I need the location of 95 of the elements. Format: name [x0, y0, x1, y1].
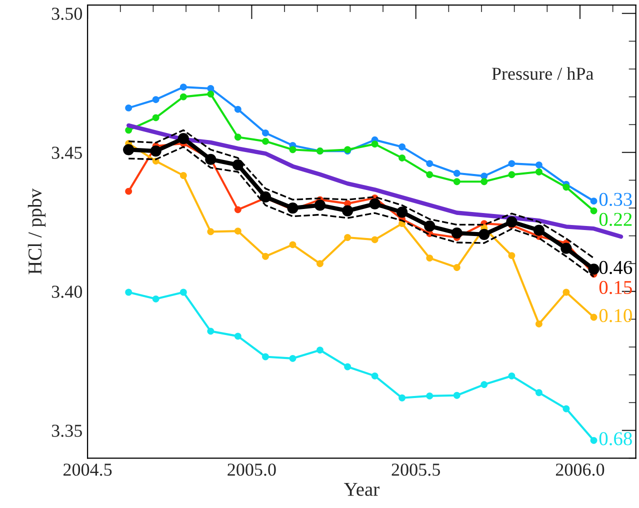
point: [535, 320, 542, 328]
point: [152, 96, 160, 104]
series-label: 0.15: [599, 280, 632, 294]
series-label: 0.10: [599, 309, 632, 322]
y-tick-label: 3.45: [52, 146, 82, 159]
series-label: 0.33: [599, 192, 632, 206]
point: [234, 206, 242, 214]
point: [180, 172, 187, 179]
point: [480, 178, 488, 186]
point: [535, 168, 542, 176]
point: [396, 206, 408, 218]
point: [369, 198, 380, 210]
point: [453, 392, 460, 399]
point: [344, 363, 352, 370]
point: [535, 389, 542, 396]
point: [533, 224, 545, 236]
point: [234, 228, 242, 235]
point: [207, 328, 214, 335]
point: [152, 295, 160, 302]
point: [424, 220, 436, 232]
x-axis-title: Year: [344, 482, 380, 496]
point: [562, 405, 570, 412]
point: [453, 170, 460, 177]
point: [262, 353, 269, 360]
y-axis-title: HCl / ppbv: [28, 188, 46, 274]
point: [508, 171, 516, 178]
point: [289, 354, 296, 362]
point: [453, 178, 460, 186]
point: [262, 138, 269, 145]
point: [123, 144, 134, 156]
point: [180, 288, 187, 296]
point: [342, 205, 354, 216]
x-tick-label: 2005.0: [228, 464, 276, 476]
point: [590, 198, 598, 205]
point: [453, 264, 460, 271]
point: [234, 106, 242, 113]
point: [426, 160, 434, 168]
point: [289, 241, 296, 248]
point: [262, 129, 269, 136]
point: [234, 134, 242, 141]
point: [590, 207, 598, 214]
series-label: 0.46: [599, 260, 632, 274]
point: [480, 381, 488, 388]
point: [535, 161, 542, 168]
point: [125, 104, 132, 112]
point: [260, 191, 272, 202]
series-label: 0.22: [599, 212, 632, 226]
point: [590, 436, 598, 444]
point: [478, 228, 490, 240]
point: [316, 346, 324, 354]
point: [207, 90, 214, 98]
point: [316, 260, 324, 268]
y-tick-label: 3.35: [52, 424, 82, 437]
point: [506, 216, 518, 228]
point: [426, 254, 434, 262]
point: [508, 372, 516, 380]
point: [426, 171, 434, 178]
point: [262, 252, 269, 260]
point: [180, 84, 187, 91]
point: [588, 264, 600, 275]
point: [398, 143, 406, 150]
point: [560, 242, 572, 254]
point: [398, 394, 406, 402]
point: [205, 154, 216, 165]
point: [180, 93, 187, 100]
point: [371, 236, 378, 244]
point: [207, 228, 214, 236]
point: [344, 234, 352, 241]
series-label: 0.68: [599, 432, 632, 446]
point: [398, 154, 406, 162]
point: [234, 332, 242, 340]
x-tick-label: 2004.5: [64, 464, 112, 476]
y-tick-label: 3.50: [52, 8, 82, 20]
x-tick-label: 2005.5: [392, 464, 440, 476]
point: [232, 159, 244, 170]
point: [508, 252, 516, 260]
point: [508, 160, 516, 168]
annotation: Pressure / hPa: [492, 67, 594, 80]
point: [125, 288, 132, 296]
point: [178, 132, 189, 144]
point: [289, 146, 296, 154]
point: [371, 140, 378, 148]
point: [590, 314, 598, 321]
point: [152, 114, 160, 122]
point: [287, 202, 298, 214]
point: [125, 188, 132, 195]
point: [426, 392, 434, 400]
point: [451, 227, 462, 239]
point: [314, 200, 326, 211]
y-tick-label: 3.40: [52, 286, 82, 298]
point: [150, 145, 162, 157]
x-tick-label: 2006.0: [556, 464, 604, 476]
point: [562, 184, 570, 191]
point: [562, 288, 570, 296]
point: [371, 372, 378, 380]
